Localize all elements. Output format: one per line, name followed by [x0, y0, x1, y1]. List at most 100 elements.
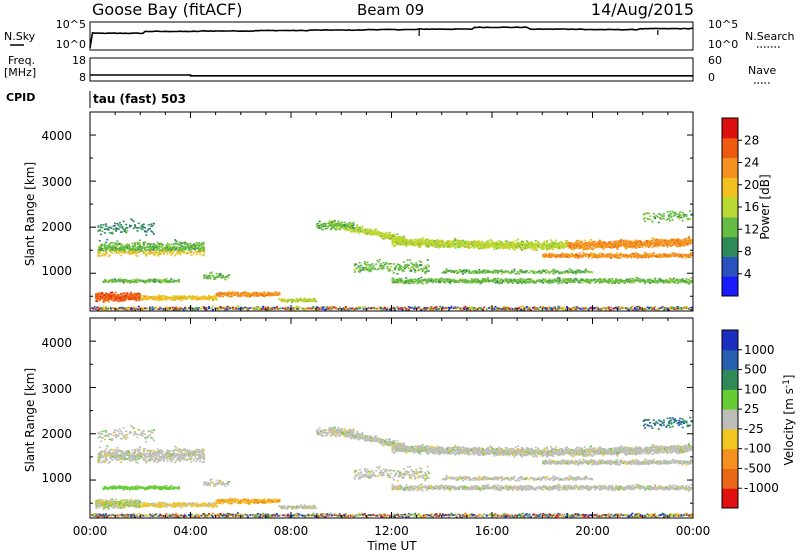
- echo-cell: [474, 243, 477, 246]
- echo-cell: [426, 243, 429, 245]
- echo-cell: [172, 246, 175, 249]
- echo-cell: [640, 241, 643, 243]
- echo-cell: [112, 293, 115, 296]
- echo-cell: [387, 237, 390, 240]
- echo-cell: [664, 254, 667, 256]
- echo-cell: [190, 249, 193, 251]
- echo-cell: [218, 275, 221, 278]
- echo-cell: [606, 253, 609, 255]
- echo-cell: [616, 254, 619, 256]
- echo-cell: [136, 246, 139, 248]
- echo-cell: [602, 244, 605, 247]
- echo-cell: [549, 239, 552, 241]
- echo-cell: [101, 254, 104, 257]
- echo-cell: [346, 229, 349, 232]
- echo-cell: [478, 242, 481, 244]
- echo-cell: [552, 245, 555, 247]
- echo-cell: [578, 255, 581, 258]
- echo-cell: [183, 248, 185, 250]
- echo-cell: [111, 249, 114, 251]
- echo-cell: [421, 238, 424, 241]
- echo-cell: [224, 278, 227, 281]
- echo-cell: [156, 279, 159, 281]
- echo-cell: [190, 254, 193, 256]
- echo-cell: [493, 279, 496, 282]
- echo-cell: [479, 247, 482, 250]
- echo-cell: [647, 242, 650, 244]
- echo-cell: [639, 245, 641, 248]
- echo-cell: [107, 228, 110, 231]
- echo-cell: [606, 256, 609, 258]
- echo-cell: [105, 296, 108, 299]
- echo-cell: [504, 281, 507, 284]
- echo-cell: [547, 255, 550, 257]
- echo-cell: [98, 298, 101, 300]
- echo-cell: [172, 279, 175, 282]
- echo-cell: [172, 298, 175, 300]
- echo-cell: [284, 300, 287, 303]
- echo-cell: [116, 243, 119, 246]
- echo-cell: [296, 298, 298, 300]
- echo-cell: [649, 255, 651, 258]
- echo-cell: [228, 295, 231, 298]
- echo-cell: [126, 292, 129, 294]
- echo-cell: [645, 255, 648, 258]
- echo-cell: [552, 253, 555, 255]
- echo-cell: [273, 292, 276, 294]
- echo-cell: [683, 238, 685, 241]
- echo-cell: [106, 299, 109, 301]
- echo-cell: [203, 296, 206, 298]
- echo-cell: [538, 244, 541, 246]
- echo-cell: [656, 255, 659, 258]
- echo-cell: [409, 280, 412, 282]
- echo-cell: [195, 298, 198, 300]
- echo-cell: [128, 282, 131, 284]
- echo-cell: [105, 299, 108, 302]
- echo-cell: [196, 244, 199, 247]
- echo-cell: [117, 251, 120, 254]
- echo-cell: [455, 245, 458, 248]
- echo-cell: [438, 246, 440, 249]
- echo-cell: [116, 296, 119, 299]
- echo-cell: [683, 243, 685, 245]
- echo-cell: [456, 243, 459, 246]
- echo-cell: [578, 252, 581, 254]
- echo-cell: [593, 240, 596, 243]
- echo-cell: [156, 245, 159, 248]
- echo-cell: [542, 246, 545, 248]
- echo-cell: [357, 229, 360, 231]
- echo-cell: [514, 280, 517, 283]
- echo-cell: [126, 279, 129, 282]
- echo-cell: [157, 252, 160, 254]
- echo-cell: [547, 243, 550, 246]
- echo-cell: [427, 280, 430, 283]
- echo-cell: [579, 240, 582, 243]
- echo-cell: [615, 242, 618, 244]
- echo-cell: [386, 233, 389, 236]
- echo-cell: [623, 246, 626, 248]
- echo-cell: [677, 245, 680, 247]
- echo-cell: [489, 244, 492, 246]
- echo-cell: [469, 243, 472, 246]
- echo-cell: [101, 247, 104, 250]
- echo-cell: [606, 246, 609, 248]
- echo-cell: [466, 242, 469, 244]
- echo-cell: [656, 238, 659, 241]
- echo-cell: [115, 294, 118, 296]
- echo-cell: [655, 255, 658, 258]
- echo-cell: [105, 248, 108, 251]
- echo-cell: [152, 243, 155, 245]
- echo-cell: [441, 241, 444, 243]
- echo-cell: [439, 241, 442, 243]
- echo-cell: [641, 243, 644, 245]
- echo-cell: [145, 279, 148, 282]
- echo-cell: [495, 246, 498, 248]
- echo-cell: [400, 239, 403, 241]
- echo-cell: [199, 243, 202, 246]
- echo-cell: [464, 281, 467, 283]
- echo-cell: [420, 242, 423, 244]
- echo-cell: [180, 242, 183, 244]
- echo-cell: [101, 249, 104, 251]
- echo-cell: [355, 227, 358, 230]
- echo-cell: [142, 296, 145, 299]
